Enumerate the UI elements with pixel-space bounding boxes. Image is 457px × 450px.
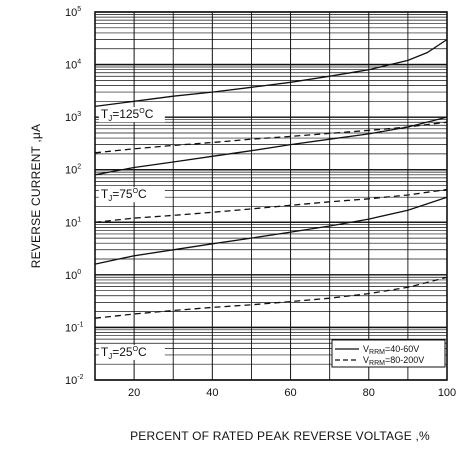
legend-label: VRRM=80-200V xyxy=(363,355,424,367)
series-line-solid-tj75 xyxy=(94,116,448,176)
y-tick-label: 10-2 xyxy=(65,374,84,387)
annotation-label: TJ=125OC xyxy=(101,107,154,123)
series-line-solid-tj125 xyxy=(94,38,448,108)
annotation-background xyxy=(98,344,165,360)
annotation-background xyxy=(98,187,165,203)
plot-frame xyxy=(94,11,448,381)
x-tick-label: 100 xyxy=(438,387,456,399)
y-tick-label: 101 xyxy=(65,216,81,229)
y-axis-title: REVERSE CURRENT ,μA xyxy=(29,124,43,269)
y-tick-label: 10-1 xyxy=(65,321,84,334)
x-tick-label: 20 xyxy=(128,387,140,399)
y-tick-label: 103 xyxy=(65,111,81,124)
x-tick-label: 80 xyxy=(363,387,375,399)
x-tick-label: 40 xyxy=(206,387,218,399)
y-tick-label: 100 xyxy=(65,269,81,282)
legend-box xyxy=(331,339,446,368)
annotation-label: TJ=75OC xyxy=(101,187,147,203)
series-lines xyxy=(94,38,448,319)
annotations: TJ=125OC TJ=75OC TJ=25OC xyxy=(98,107,165,361)
series-line-solid-tj25 xyxy=(94,196,448,265)
series-line-dashed-tj125 xyxy=(94,121,448,154)
tick-labels: 20 40 60 80 100 10-2 10-1 100 101 102 103 104 105 xyxy=(65,6,456,399)
y-tick-label: 102 xyxy=(65,164,81,177)
y-tick-label: 104 xyxy=(65,59,81,72)
series-line-dashed-tj75 xyxy=(94,188,448,223)
legend-label: VRRM=40-60V xyxy=(363,344,419,356)
x-axis-title: PERCENT OF RATED PEAK REVERSE VOLTAGE ,% xyxy=(130,429,430,443)
y-tick-label: 105 xyxy=(65,6,81,19)
series-line-dashed-tj25 xyxy=(94,276,448,319)
plot-border xyxy=(94,11,448,381)
annotation-background xyxy=(98,107,165,123)
annotation-label: TJ=25OC xyxy=(101,345,147,361)
x-tick-label: 60 xyxy=(284,387,296,399)
